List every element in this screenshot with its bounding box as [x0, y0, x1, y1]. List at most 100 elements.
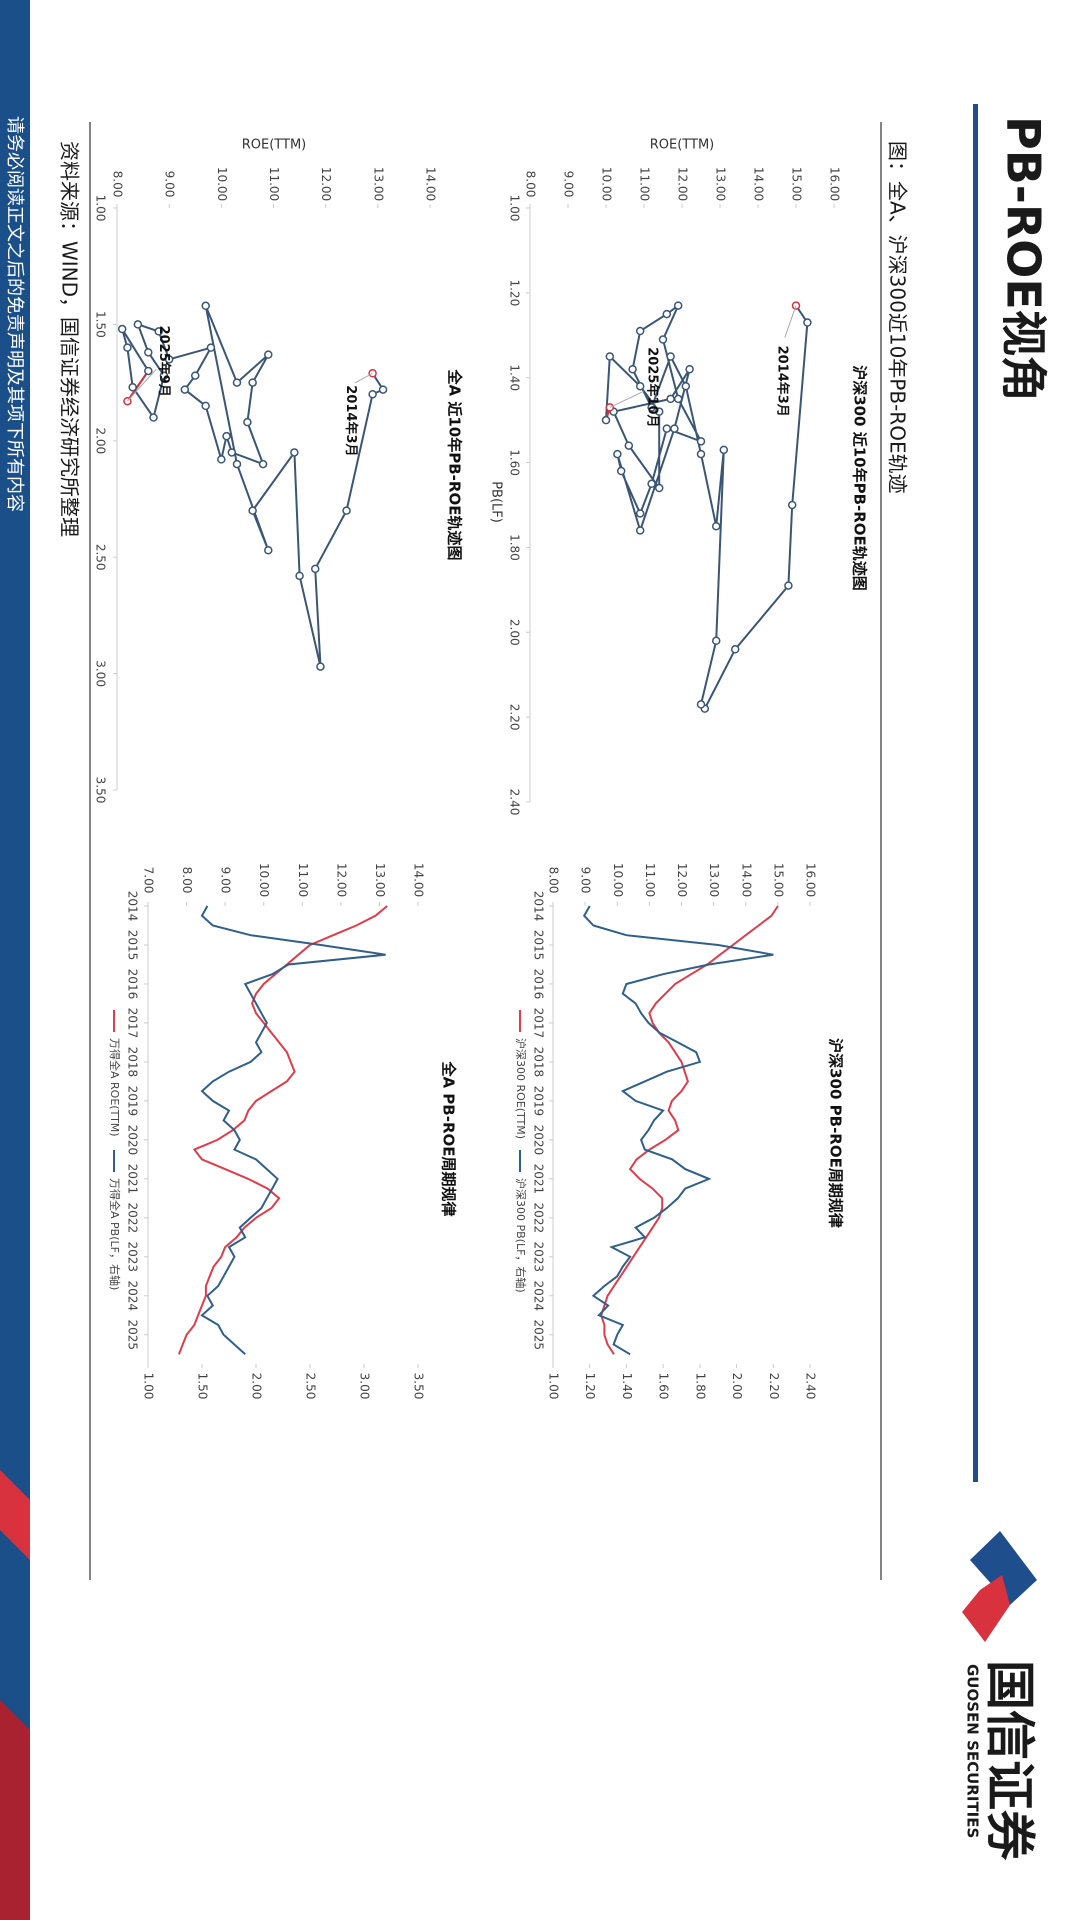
y2-tick-label: 1.50	[196, 1373, 210, 1400]
page-title: PB-ROE视角	[997, 116, 1051, 402]
x-tick-label: 2022	[126, 1203, 140, 1234]
point	[647, 403, 656, 412]
point	[232, 378, 242, 387]
point	[624, 441, 634, 450]
trajectory	[605, 302, 809, 711]
y-tick-label: 9.00	[163, 171, 177, 198]
y-tick-label: 16.00	[804, 863, 818, 897]
point	[605, 352, 615, 361]
y-tick-label: 15.00	[790, 167, 804, 201]
y2-tick-label: 2.50	[304, 1373, 318, 1400]
source: 资料来源：WIND，国信证券经济研究所整理	[58, 141, 82, 537]
y-tick-label: 11.00	[296, 863, 310, 897]
point	[201, 401, 210, 411]
y-tick-label: 9.00	[579, 867, 593, 894]
point	[264, 350, 273, 359]
x-tick-label: 2.20	[508, 704, 522, 731]
y-tick-label: 10.00	[257, 863, 271, 897]
y-tick-label: 15.00	[771, 863, 785, 897]
y-tick-label: 14.00	[424, 167, 438, 201]
logo-en: GUOSEN SECURITIES	[964, 1664, 982, 1838]
x-tick-label: 2014	[126, 891, 140, 922]
y-tick-label: 14.00	[412, 863, 426, 897]
y-tick-label: 11.00	[643, 863, 657, 897]
y-tick-label: 10.00	[600, 167, 614, 201]
series-line	[582, 905, 774, 1356]
x-tick-label: 2024	[532, 1281, 546, 1312]
point	[787, 500, 797, 510]
x-tick-label: 3.50	[94, 777, 108, 804]
y2-tick-label: 1.00	[547, 1373, 561, 1400]
x-tick-label: 2018	[532, 1047, 546, 1078]
point	[803, 318, 812, 327]
point	[248, 506, 257, 515]
point	[206, 343, 216, 352]
x-tick-label: 2022	[532, 1203, 546, 1234]
point	[191, 371, 200, 380]
x-tick-label: 2023	[126, 1242, 140, 1273]
point	[144, 366, 153, 376]
y-tick-label: 12.00	[319, 167, 333, 201]
y-tick-label: 11.00	[638, 167, 652, 201]
annotation: 2014年3月	[343, 385, 359, 456]
x-tick-label: 2018	[126, 1047, 140, 1078]
y-tick-label: 9.00	[562, 171, 576, 198]
y2-tick-label: 1.00	[142, 1373, 156, 1400]
point	[613, 449, 622, 459]
x-tick-label: 1.20	[508, 279, 522, 306]
point	[666, 394, 675, 404]
point	[310, 564, 320, 574]
y-tick-label: 7.00	[142, 867, 156, 894]
chart-title: 沪深300 PB-ROE周期规律	[827, 1038, 845, 1228]
y-tick-label: 8.00	[524, 171, 538, 198]
x-tick-label: 1.00	[94, 195, 108, 222]
point	[696, 449, 706, 459]
point	[368, 389, 377, 399]
title-rule	[973, 104, 978, 1482]
point	[601, 415, 611, 425]
y-tick-label: 13.00	[373, 863, 387, 897]
point	[164, 355, 174, 364]
y-tick-label: 14.00	[752, 167, 766, 201]
chart-title: 全A 近10年PB-ROE轨迹图	[446, 369, 464, 561]
point	[654, 483, 664, 493]
y-axis-label: ROE(TTM)	[242, 138, 307, 153]
y-tick-label: 13.00	[714, 167, 728, 201]
point	[123, 343, 132, 352]
y2-tick-label: 1.80	[693, 1373, 707, 1400]
point	[685, 364, 694, 374]
x-tick-label: 2017	[126, 1008, 140, 1039]
point	[378, 385, 388, 394]
point	[730, 645, 740, 654]
figure-caption: 图：全A、沪深300近10年PB-ROE轨迹	[886, 141, 910, 494]
legend-label: 沪深300 ROE(TTM)	[514, 1038, 528, 1139]
chart-title: 全A PB-ROE周期规律	[440, 1060, 458, 1216]
x-tick-label: 2.00	[508, 619, 522, 646]
point	[154, 327, 163, 336]
footer-deco	[0, 1470, 30, 1560]
x-tick-label: 2021	[126, 1164, 140, 1195]
x-tick-label: 2016	[126, 969, 140, 1000]
point	[117, 324, 127, 334]
point	[635, 381, 645, 391]
x-tick-label: 2021	[532, 1164, 546, 1195]
point	[217, 455, 226, 464]
point	[719, 445, 729, 455]
point	[635, 526, 645, 535]
y2-tick-label: 3.50	[412, 1373, 426, 1400]
y-tick-label: 12.00	[334, 863, 348, 897]
point	[227, 448, 237, 457]
point	[180, 385, 190, 394]
y-axis-label: ROE(TTM)	[650, 138, 715, 153]
y-tick-label: 16.00	[828, 167, 842, 201]
point	[342, 506, 351, 515]
x-tick-label: 2020	[532, 1125, 546, 1156]
y-tick-label: 8.00	[111, 171, 125, 198]
point	[635, 326, 645, 336]
x-tick-label: 2015	[126, 930, 140, 961]
point	[696, 700, 706, 709]
x-axis-label: PB(LF)	[489, 481, 504, 523]
y-tick-label: 13.00	[371, 167, 385, 201]
